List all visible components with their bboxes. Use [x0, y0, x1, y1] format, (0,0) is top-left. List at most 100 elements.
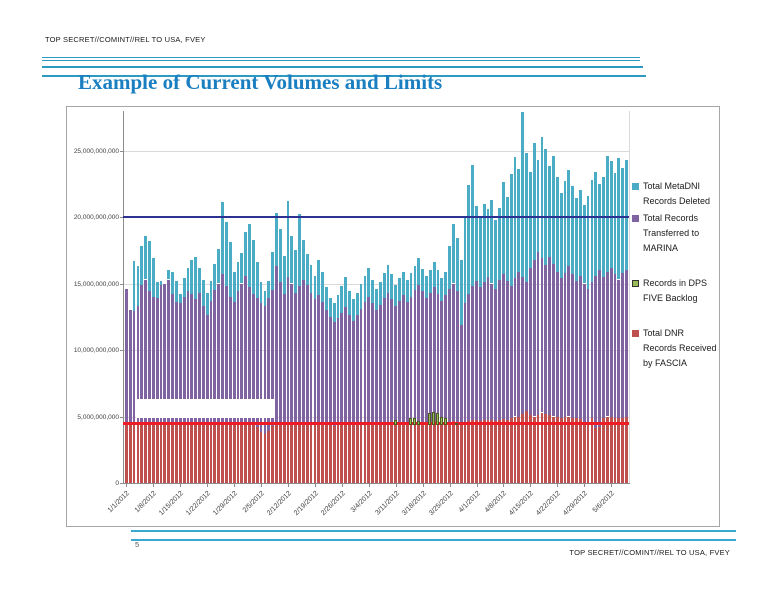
bar-total-metadni-deleted	[259, 282, 263, 304]
x-tick-mark	[503, 484, 505, 487]
bar-records-to-marina	[148, 291, 151, 424]
bar-dnr-records-fascia	[282, 423, 286, 483]
bar-records-to-marina	[240, 283, 244, 424]
bar-dnr-records-fascia	[559, 417, 563, 483]
bar-records-to-marina	[528, 267, 532, 416]
bar-dnr-records-fascia	[286, 423, 290, 483]
x-tick-mark	[611, 484, 613, 487]
bar-total-metadni-deleted	[148, 240, 151, 292]
bar-dnr-records-fascia	[582, 424, 586, 483]
bar-total-metadni-deleted	[471, 165, 475, 287]
legend-swatch-icon	[632, 280, 639, 287]
bar-dnr-records-fascia	[194, 423, 198, 483]
bar-total-metadni-deleted	[378, 282, 382, 305]
bar-dnr-records-fascia	[398, 422, 401, 483]
bar-records-to-marina	[217, 283, 221, 423]
bar-dnr-records-fascia	[440, 422, 444, 483]
bar-dnr-records-fascia	[375, 423, 378, 483]
bar-dnr-records-fascia	[132, 422, 136, 483]
x-tick-mark	[234, 484, 236, 487]
bar-records-to-marina	[494, 288, 498, 422]
bar-records-to-marina	[305, 284, 309, 425]
bar-total-metadni-deleted	[452, 223, 455, 284]
bar-dnr-records-fascia	[502, 419, 505, 483]
bar-dnr-records-fascia	[248, 423, 251, 483]
bar-dnr-records-fascia	[159, 421, 163, 483]
bar-records-to-marina	[513, 278, 517, 417]
bar-total-metadni-deleted	[617, 158, 621, 280]
bar-total-metadni-deleted	[228, 242, 232, 297]
bar-dnr-records-fascia	[528, 415, 532, 483]
bar-dnr-records-fascia	[186, 421, 190, 483]
bar-records-to-marina	[263, 306, 267, 434]
bar-total-metadni-deleted	[240, 252, 244, 284]
y-tick-mark	[120, 283, 123, 285]
bar-dnr-records-fascia	[228, 422, 232, 483]
bar-dnr-records-fascia	[140, 421, 144, 483]
bar-total-metadni-deleted	[278, 228, 282, 283]
bar-dnr-records-fascia	[428, 421, 432, 483]
bar-records-to-marina	[236, 291, 240, 424]
bar-total-metadni-deleted	[355, 292, 359, 316]
bar-total-metadni-deleted	[213, 263, 217, 291]
bar-dnr-records-fascia	[482, 420, 486, 483]
bar-dnr-records-fascia	[609, 417, 613, 483]
footer-rule	[131, 530, 736, 532]
bar-total-metadni-deleted	[309, 264, 313, 293]
bar-records-to-marina	[490, 283, 494, 421]
bar-dnr-records-fascia	[394, 423, 398, 483]
bar-records-to-marina	[186, 291, 190, 422]
bar-dnr-records-fascia	[209, 423, 213, 483]
bar-records-to-marina	[417, 284, 421, 422]
bar-dnr-records-fascia	[355, 423, 359, 483]
bar-records-to-marina	[563, 272, 567, 418]
bar-records-to-marina	[486, 276, 490, 420]
bar-dnr-records-fascia	[455, 421, 459, 483]
footer-rule	[131, 539, 736, 541]
bar-dnr-records-fascia	[598, 427, 602, 483]
bar-dps-five-backlog	[409, 418, 412, 426]
bar-total-metadni-deleted	[325, 287, 328, 311]
bar-records-to-marina	[367, 296, 371, 424]
bar-total-metadni-deleted	[621, 167, 625, 273]
bar-dps-five-backlog	[413, 417, 416, 426]
bar-dnr-records-fascia	[413, 421, 417, 483]
x-axis-line	[123, 483, 630, 484]
bar-dnr-records-fascia	[463, 421, 467, 483]
bar-records-to-marina	[555, 271, 559, 418]
bar-total-metadni-deleted	[509, 174, 513, 287]
bar-total-metadni-deleted	[609, 161, 613, 268]
bar-dnr-records-fascia	[351, 424, 355, 483]
bar-total-metadni-deleted	[248, 223, 251, 288]
bar-total-metadni-deleted	[413, 266, 417, 291]
bar-total-metadni-deleted	[548, 166, 551, 257]
bar-records-to-marina	[144, 279, 148, 423]
volume-chart: 0 5,000,000,000 10,000,000,000 15,000,000,0…	[66, 106, 720, 527]
y-tick-mark	[120, 150, 123, 152]
bar-total-metadni-deleted	[286, 201, 290, 277]
bar-total-metadni-deleted	[494, 219, 498, 289]
bar-dnr-records-fascia	[409, 422, 413, 483]
bar-dnr-records-fascia	[294, 422, 298, 483]
chart-legend: Total MetaDNI Records Deleted Total Recor…	[632, 179, 718, 371]
bar-records-to-marina	[602, 276, 605, 418]
bar-total-metadni-deleted	[386, 264, 390, 293]
bar-total-metadni-deleted	[428, 270, 432, 293]
bar-records-to-marina	[425, 298, 428, 424]
bar-total-metadni-deleted	[517, 169, 521, 272]
bar-records-to-marina	[232, 302, 236, 424]
bar-records-to-marina	[348, 315, 351, 424]
bar-total-metadni-deleted	[567, 170, 571, 267]
bar-total-metadni-deleted	[463, 215, 467, 304]
bar-total-metadni-deleted	[502, 182, 505, 275]
bar-records-to-marina	[175, 302, 178, 425]
bar-dnr-records-fascia	[448, 421, 451, 483]
bar-records-to-marina	[294, 292, 298, 423]
plot-right-border	[629, 111, 630, 483]
bar-dnr-records-fascia	[625, 417, 628, 483]
bar-records-to-marina	[371, 303, 375, 424]
bar-dnr-records-fascia	[613, 417, 617, 483]
bar-dnr-records-fascia	[332, 425, 336, 483]
bar-dnr-records-fascia	[567, 416, 571, 483]
